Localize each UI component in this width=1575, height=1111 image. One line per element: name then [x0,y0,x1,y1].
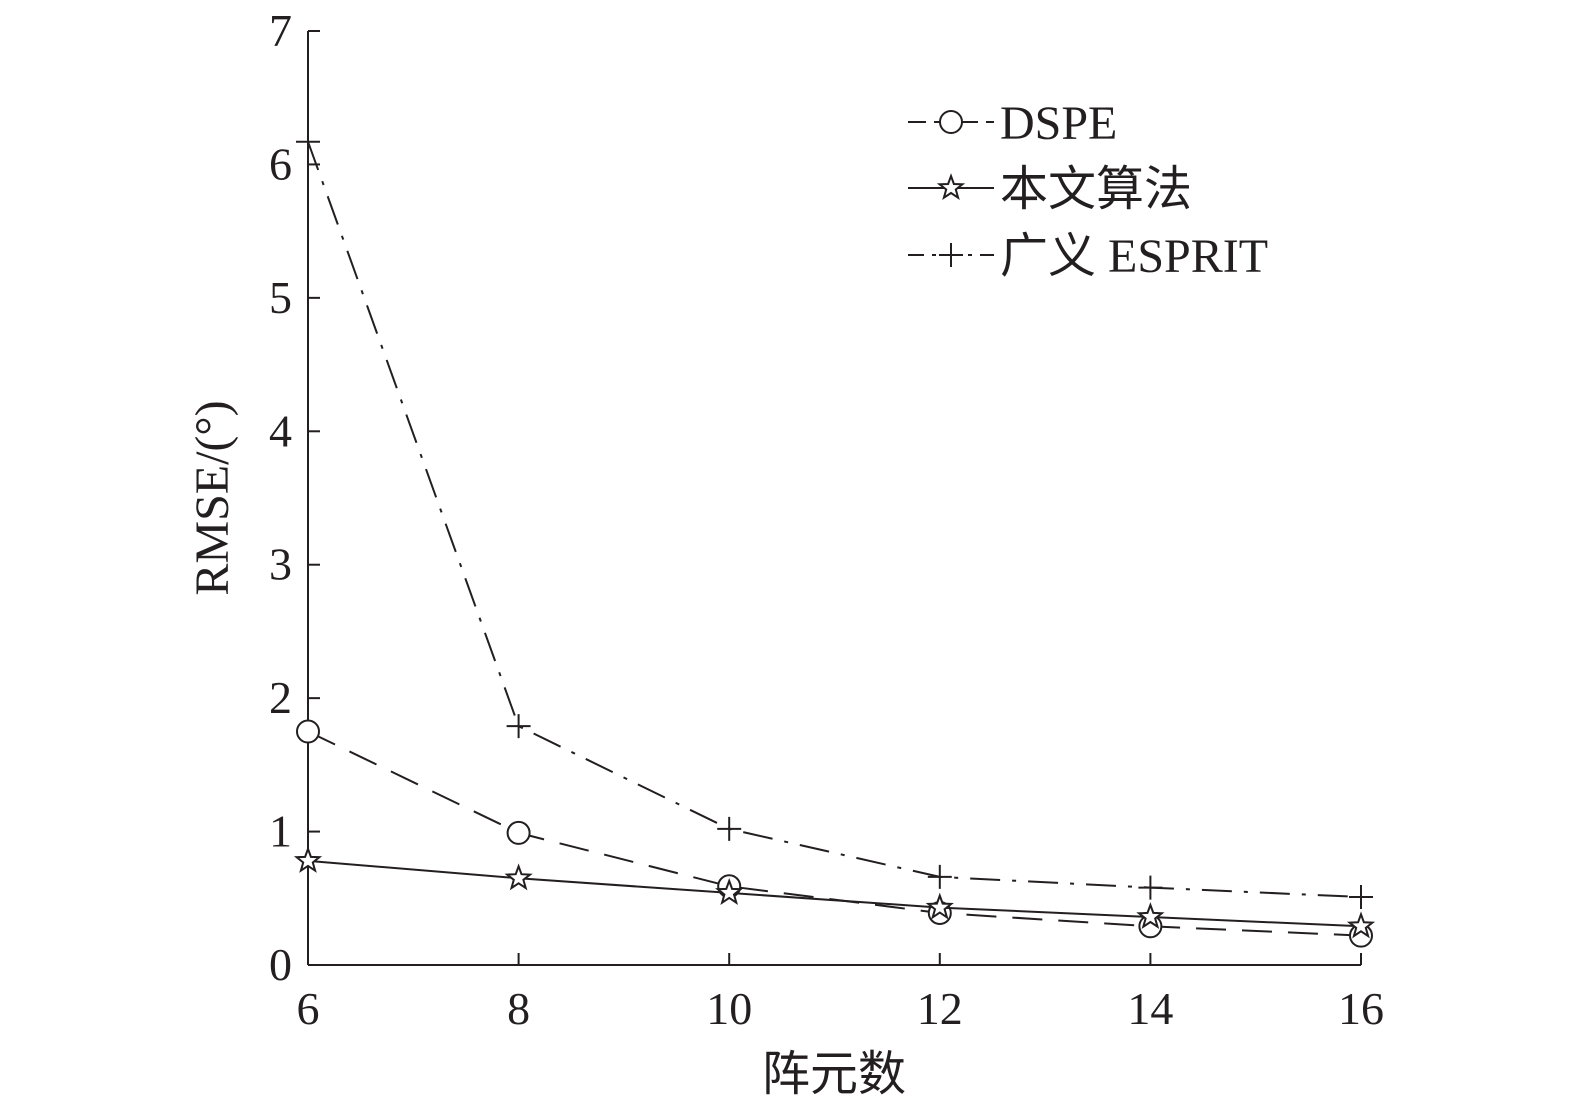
legend-label: DSPE [1000,97,1117,150]
x-tick-label: 14 [1127,983,1173,1034]
x-tick-label: 6 [297,983,320,1034]
axes [307,31,1361,966]
data-point-star [715,877,744,906]
y-tick-label: 6 [269,138,292,189]
series-line-circle [307,730,1362,937]
legend-marker-plus [939,243,963,267]
legend-label: 本文算法 [1000,163,1192,216]
data-point-plus [717,816,742,841]
data-point-star [1346,911,1376,939]
x-tick-label: 8 [507,983,530,1034]
data-point-plus [506,714,531,739]
y-ticks: 0 1 2 3 4 5 6 7 [269,5,320,990]
y-tick-label: 4 [269,405,292,456]
y-tick-label: 2 [269,672,292,723]
y-tick-label: 0 [269,939,292,990]
data-point-plus [296,129,320,154]
x-tick-label: 16 [1338,983,1384,1034]
x-axis-title: 阵元数 [762,1048,906,1101]
data-point-star [293,845,323,873]
legend-item-plus: 广义 ESPRIT [908,230,1268,283]
data-point-plus [927,864,952,889]
legend-item-circle: DSPE [908,97,1117,150]
data-point-plus [1349,884,1373,909]
data-point-plus [1138,875,1163,900]
legend-marker-circle [939,110,963,134]
legend-item-star: 本文算法 [908,163,1192,216]
legend-marker-star [936,173,966,201]
x-tick-label: 10 [706,983,752,1034]
data-point-star [1136,902,1165,930]
legend-label: 广义 ESPRIT [1000,230,1268,283]
y-tick-label: 3 [269,539,292,590]
x-tick-label: 12 [917,983,963,1034]
y-tick-label: 5 [269,272,292,323]
y-axis-title: RMSE/(°) [186,400,239,595]
y-tick-label: 1 [269,806,292,857]
series-plus [296,129,1373,909]
x-ticks: 6 8 10 12 14 16 [297,953,1384,1034]
data-point-circle [296,719,320,744]
data-point-star [925,892,954,920]
series-circle [296,719,1373,948]
series-layer [293,129,1376,948]
y-tick-label: 7 [269,5,292,56]
data-point-star [504,863,533,891]
data-point-circle [506,820,531,845]
series-star [293,845,1376,939]
series-line-star [307,859,1362,928]
